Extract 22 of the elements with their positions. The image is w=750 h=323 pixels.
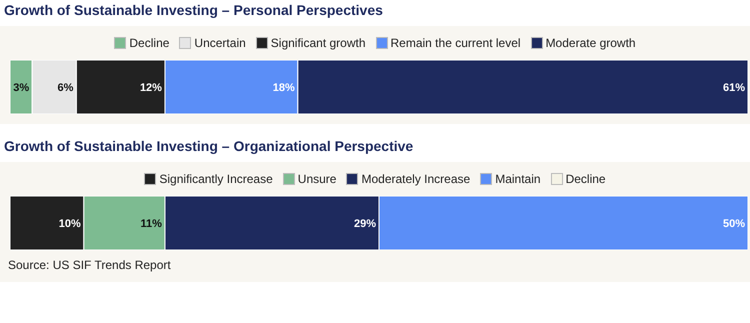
data-label: 61%: [722, 82, 746, 94]
data-label: 6%: [58, 82, 74, 94]
legend-label: Decline: [564, 172, 606, 186]
data-label: 18%: [272, 82, 296, 94]
legend-label: Significantly Increase: [158, 172, 273, 186]
data-label: 3%: [13, 82, 30, 94]
chart-title: Growth of Sustainable Investing – Personal Perspectives: [3, 1, 384, 20]
chart-title: Growth of Sustainable Investing – Organizational Perspective: [3, 137, 414, 156]
legend-label: Decline: [128, 36, 170, 50]
data-label: 12%: [140, 82, 162, 94]
legend-label: Significant growth: [270, 36, 366, 50]
legend-label: Uncertain: [193, 36, 246, 50]
series-label: Maintain: [494, 172, 541, 186]
legend-label: Unsure: [296, 172, 336, 186]
data-label: 29%: [354, 218, 376, 230]
data-label: 50%: [722, 218, 746, 230]
data-label: 11%: [140, 218, 162, 230]
data-label: 10%: [58, 218, 82, 230]
series-label: Moderate growth: [544, 36, 636, 50]
legend-label: Remain the current level: [390, 36, 521, 50]
source-note: Source: US SIF Trends Report: [7, 257, 172, 272]
legend-label: Moderately Increase: [360, 172, 470, 186]
